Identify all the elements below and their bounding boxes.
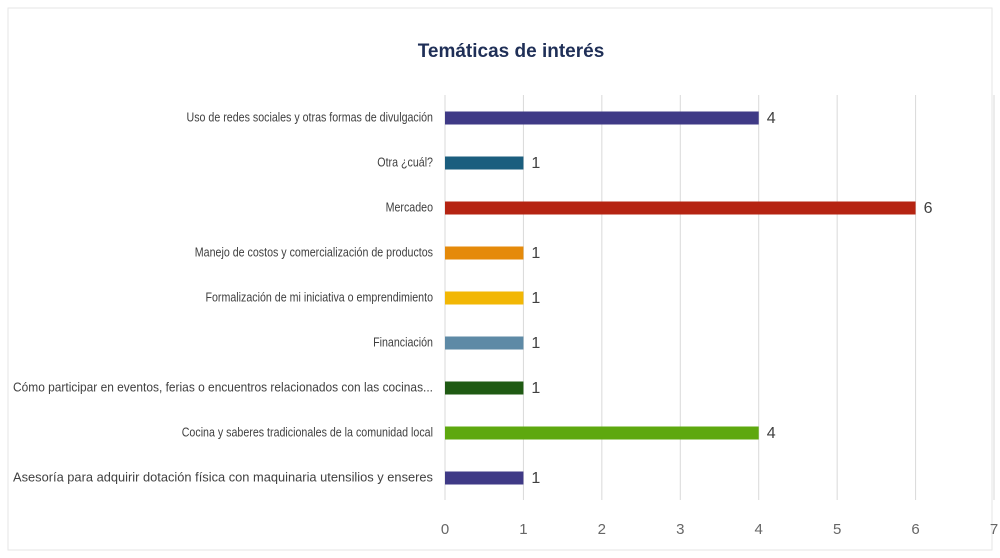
x-tick-label: 7 xyxy=(990,521,998,538)
y-tick-label: Cocina y saberes tradicionales de la com… xyxy=(182,424,433,439)
bar xyxy=(445,426,759,440)
value-label: 6 xyxy=(924,200,933,217)
y-tick-label: Otra ¿cuál? xyxy=(377,154,433,169)
value-label: 1 xyxy=(531,290,540,307)
value-label: 4 xyxy=(767,110,776,127)
x-tick-label: 1 xyxy=(519,521,527,538)
value-label: 1 xyxy=(531,380,540,397)
bar xyxy=(445,471,524,485)
bar xyxy=(445,201,916,215)
value-label: 1 xyxy=(531,470,540,487)
y-tick-label: Financiación xyxy=(373,334,433,349)
x-tick-label: 3 xyxy=(676,521,684,538)
x-tick-label: 0 xyxy=(441,521,449,538)
bar xyxy=(445,381,524,395)
x-tick-label: 4 xyxy=(755,521,763,538)
value-label: 1 xyxy=(531,155,540,172)
chart-title: Temáticas de interés xyxy=(418,41,605,62)
y-tick-label: Asesoría para adquirir dotación física c… xyxy=(13,469,433,484)
x-tick-label: 5 xyxy=(833,521,841,538)
x-tick-label: 6 xyxy=(911,521,919,538)
x-tick-label: 2 xyxy=(598,521,606,538)
y-tick-label: Formalización de mi iniciativa o emprend… xyxy=(205,289,433,304)
bar xyxy=(445,111,759,125)
bar xyxy=(445,246,524,260)
y-tick-label: Manejo de costos y comercialización de p… xyxy=(195,244,434,259)
y-tick-label: Cómo participar en eventos, ferias o enc… xyxy=(13,379,433,394)
bar xyxy=(445,336,524,350)
y-tick-label: Mercadeo xyxy=(386,199,433,214)
value-label: 4 xyxy=(767,425,776,442)
y-tick-label: Uso de redes sociales y otras formas de … xyxy=(187,109,433,124)
chart-frame xyxy=(7,7,993,551)
bar xyxy=(445,291,524,305)
value-label: 1 xyxy=(531,335,540,352)
value-label: 1 xyxy=(531,245,540,262)
bar xyxy=(445,156,524,170)
